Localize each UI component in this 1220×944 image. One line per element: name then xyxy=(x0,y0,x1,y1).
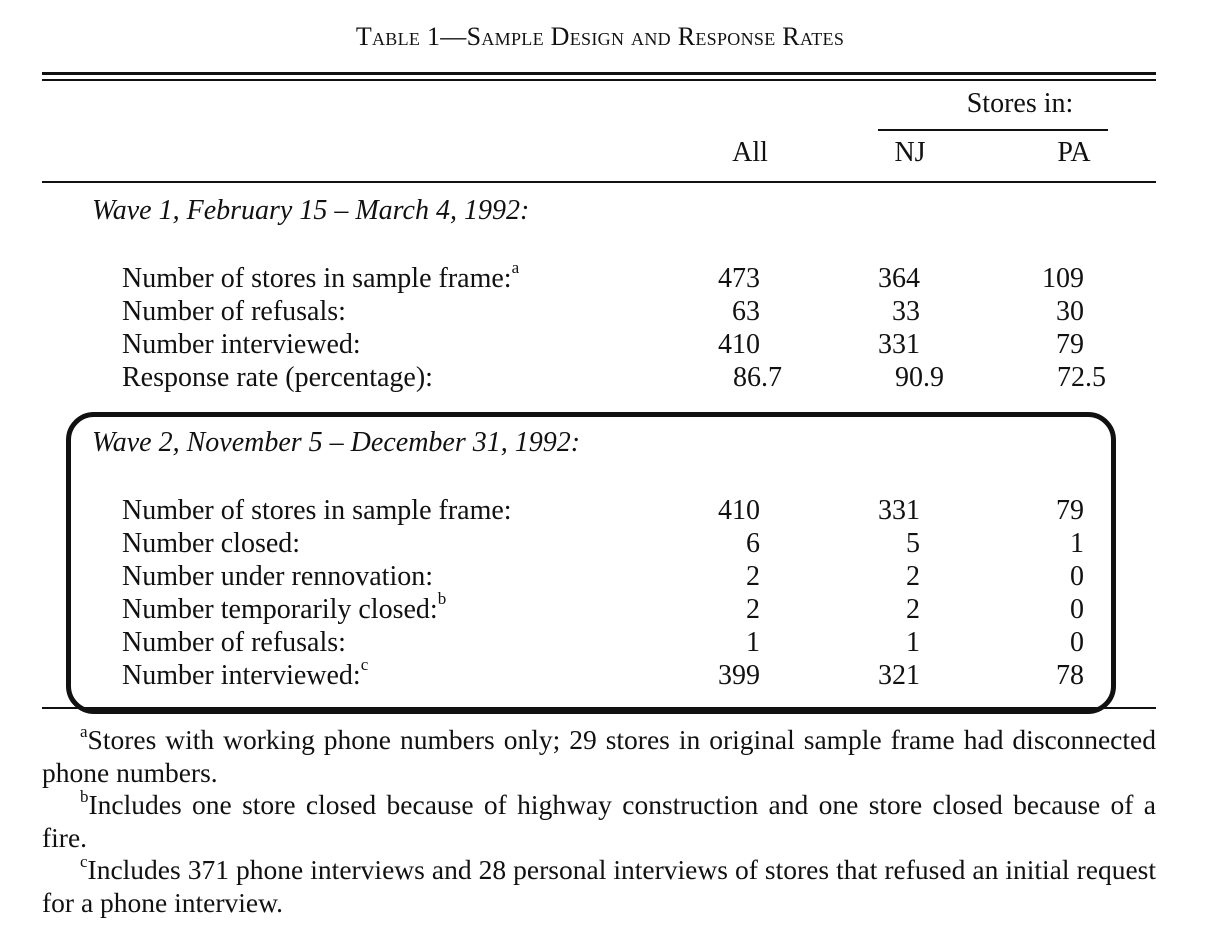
top-rule-outer xyxy=(42,72,1156,75)
row-label: Number under rennovation: xyxy=(122,561,434,592)
row-label: Number interviewed: xyxy=(122,329,361,360)
cell-all: 63 xyxy=(732,296,760,327)
stores-in-header: Stores in: xyxy=(966,88,1074,119)
cell-nj: 331 xyxy=(878,495,920,526)
cell-pa: 79 xyxy=(1056,495,1084,526)
wave1-title: Wave 1, February 15 – March 4, 1992: xyxy=(92,195,530,226)
stores-in-rule xyxy=(878,129,1108,131)
bottom-rule xyxy=(42,707,1156,709)
footnote-mark: a xyxy=(511,258,520,277)
column-header-all: All xyxy=(732,137,768,168)
footnote-mark: c xyxy=(80,852,88,871)
table-row: Number interviewed:c 399 321 78 xyxy=(0,655,1200,693)
cell-pa: 0 xyxy=(1070,627,1084,658)
cell-pa: 0 xyxy=(1070,594,1084,625)
cell-nj: 1 xyxy=(906,627,920,658)
table-row: Response rate (percentage): 86.7 90.9 72… xyxy=(0,362,1200,395)
cell-pa: 109 xyxy=(1042,263,1084,294)
header-rule xyxy=(42,181,1156,183)
table-row: Number under rennovation: 2 2 0 xyxy=(0,561,1200,594)
footnote-a: aStores with working phone numbers only;… xyxy=(42,722,1156,788)
cell-all: 410 xyxy=(718,329,760,360)
cell-nj: 2 xyxy=(906,561,920,592)
cell-pa: 1 xyxy=(1070,528,1084,559)
cell-nj: 2 xyxy=(906,594,920,625)
cell-all: 399 xyxy=(718,660,760,691)
row-label: Number of stores in sample frame:a xyxy=(122,258,520,294)
column-header-pa: PA xyxy=(1057,137,1091,168)
table-row: Number of stores in sample frame:a 473 3… xyxy=(0,258,1200,296)
row-label: Number of stores in sample frame: xyxy=(122,495,512,526)
footnote-mark: b xyxy=(80,787,89,806)
table-row: Number interviewed: 410 331 79 xyxy=(0,329,1200,362)
footnote-mark: a xyxy=(80,722,88,741)
table-row: Number temporarily closed:b 2 2 0 xyxy=(0,589,1200,627)
cell-nj: 364 xyxy=(878,263,920,294)
cell-all: 410 xyxy=(718,495,760,526)
footnotes: aStores with working phone numbers only;… xyxy=(42,722,1156,919)
cell-pa: 79 xyxy=(1056,329,1084,360)
table-row: Number of stores in sample frame: 410 33… xyxy=(0,495,1200,528)
cell-pa: 30 xyxy=(1056,296,1084,327)
cell-pa: 0 xyxy=(1070,561,1084,592)
cell-nj: 331 xyxy=(878,329,920,360)
row-label: Number of refusals: xyxy=(122,296,346,327)
table-row: Number of refusals: 1 1 0 xyxy=(0,627,1200,660)
cell-pa: 78 xyxy=(1056,660,1084,691)
footnote-mark: c xyxy=(360,655,369,674)
row-label: Number of refusals: xyxy=(122,627,346,658)
table-row: Number closed: 6 5 1 xyxy=(0,528,1200,561)
cell-all: 6 xyxy=(746,528,760,559)
cell-nj: 33 xyxy=(892,296,920,327)
cell-all: 86.7 xyxy=(733,362,782,393)
cell-all: 1 xyxy=(746,627,760,658)
row-label: Number temporarily closed:b xyxy=(122,589,447,625)
cell-all: 473 xyxy=(718,263,760,294)
footnote-b: bIncludes one store closed because of hi… xyxy=(42,787,1156,853)
column-header-nj: NJ xyxy=(894,137,926,168)
cell-nj: 5 xyxy=(906,528,920,559)
table-row: Number of refusals: 63 33 30 xyxy=(0,296,1200,329)
cell-all: 2 xyxy=(746,561,760,592)
row-label: Number closed: xyxy=(122,528,301,559)
top-rule-inner xyxy=(42,79,1156,81)
footnote-mark: b xyxy=(437,589,447,608)
cell-nj: 90.9 xyxy=(895,362,944,393)
wave2-highlight-box xyxy=(66,412,1116,714)
cell-pa: 72.5 xyxy=(1057,362,1106,393)
wave2-title: Wave 2, November 5 – December 31, 1992: xyxy=(92,427,581,458)
row-label: Response rate (percentage): xyxy=(122,362,433,393)
cell-nj: 321 xyxy=(878,660,920,691)
row-label: Number interviewed:c xyxy=(122,655,369,691)
cell-all: 2 xyxy=(746,594,760,625)
footnote-c: cIncludes 371 phone interviews and 28 pe… xyxy=(42,852,1156,918)
table-title: Table 1—Sample Design and Response Rates xyxy=(355,22,845,51)
